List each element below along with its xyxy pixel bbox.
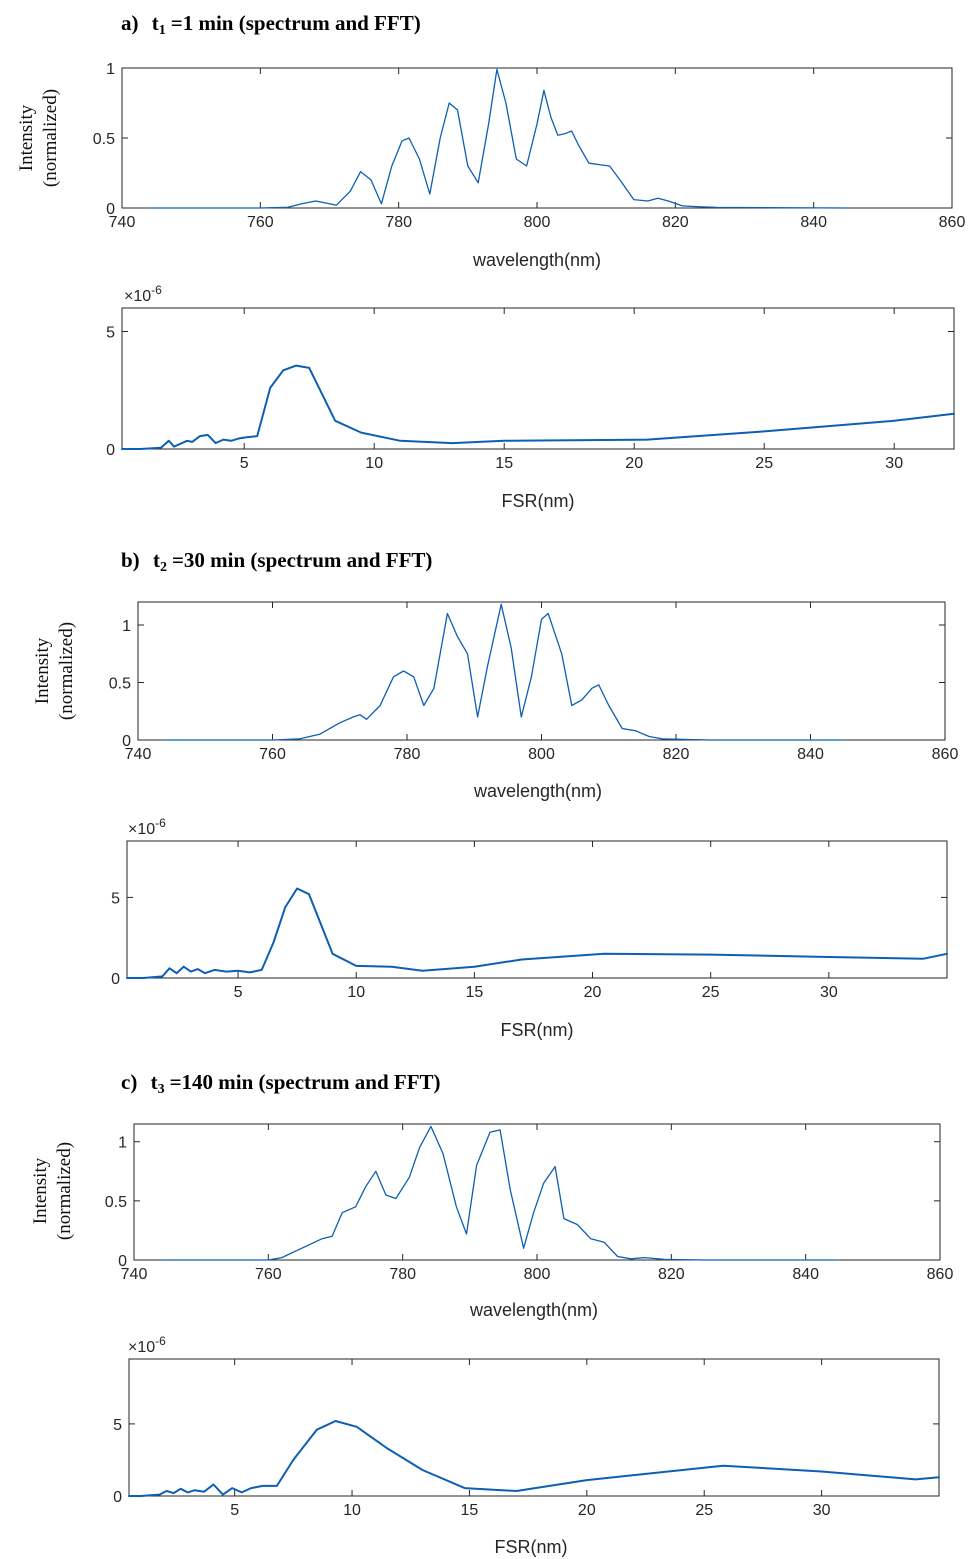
panel-a-fft-xtick-label: 25 <box>755 455 773 472</box>
panel-b-spectrum-ytick-label: 0 <box>122 733 131 750</box>
panel-a-spectrum-xtick-label: 780 <box>385 214 412 231</box>
panel-b-spectrum-xtick-label: 800 <box>528 746 555 763</box>
panel-b-fft-xtick-label: 15 <box>465 984 483 1001</box>
panel-b-spectrum-xtick-label: 860 <box>932 746 959 763</box>
panel-b-spectrum-xlabel: wavelength(nm) <box>473 781 602 801</box>
panel-b-fft: 5 10 15 20 25 30 0 5 ×10-6 FSR(nm) <box>111 816 948 1040</box>
panel-b-spectrum-ytick-label: 0.5 <box>109 676 131 693</box>
panel-a-fft-series <box>121 364 955 450</box>
panel-b-fft-multiplier: ×10-6 <box>128 816 166 838</box>
panel-a-title: a) t1 =1 min (spectrum and FFT) <box>121 11 421 38</box>
panel-c-fft-xtick-label: 5 <box>230 1502 239 1519</box>
panel-a-spectrum-xtick-label: 800 <box>524 214 551 231</box>
panel-a-spectrum-ytick-label: 0.5 <box>93 131 115 148</box>
panel-c-label: c) <box>121 1070 137 1094</box>
panel-b-fft-series <box>126 887 948 979</box>
panel-c-spectrum-series <box>160 1125 840 1261</box>
panel-c-fft-xtick-label: 25 <box>695 1502 713 1519</box>
panel-a-fft-xtick-label: 5 <box>240 455 249 472</box>
panel-c-fft: 5 10 15 20 25 30 0 5 ×10-6 FSR(nm) <box>113 1334 940 1557</box>
panel-a-spectrum-ylabel: Intensity (normalized) <box>16 89 61 187</box>
panel-c-fft-ytick-label: 5 <box>113 1417 122 1434</box>
panel-b-fft-xtick-label: 5 <box>234 984 243 1001</box>
panel-c-spectrum-ytick-label: 0.5 <box>105 1194 127 1211</box>
panel-c-spectrum-ytick-label: 1 <box>118 1135 127 1152</box>
panel-c-spectrum-xtick-label: 840 <box>792 1266 819 1283</box>
panel-c-spectrum-xtick-label: 800 <box>524 1266 551 1283</box>
panel-c-spectrum-xtick-label: 860 <box>927 1266 954 1283</box>
panel-c-fft-xtick-label: 10 <box>343 1502 361 1519</box>
panel-b-fft-ytick-label: 5 <box>111 890 120 907</box>
panel-b-spectrum-xtick-label: 740 <box>125 746 152 763</box>
panel-c-spectrum-ylabel: Intensity (normalized) <box>30 1142 75 1240</box>
panel-b-spectrum-axes <box>137 601 946 741</box>
panel-c-spectrum: 740 760 780 800 820 840 860 0 0.5 1 Intensity (nor… <box>30 1123 954 1320</box>
panel-a-fft-axes <box>121 307 955 450</box>
panel-a-spectrum-xtick-label: 840 <box>800 214 827 231</box>
panel-a-fft: 5 10 15 20 25 30 0 5 ×10-6 FSR(nm) <box>106 283 955 511</box>
panel-a-spectrum-series <box>149 68 849 209</box>
panel-b-fft-xtick-label: 25 <box>702 984 720 1001</box>
panel-b-spectrum-xtick-label: 840 <box>797 746 824 763</box>
panel-b-fft-axes <box>126 840 948 979</box>
panel-b-fft-xlabel: FSR(nm) <box>501 1020 574 1040</box>
panel-a-spectrum-xtick-label: 820 <box>662 214 689 231</box>
panel-c-fft-xtick-label: 20 <box>578 1502 596 1519</box>
panel-c-fft-multiplier: ×10-6 <box>128 1334 166 1356</box>
panel-c-spectrum-xtick-label: 820 <box>658 1266 685 1283</box>
panel-b-fft-xtick-label: 10 <box>347 984 365 1001</box>
panel-c-fft-ytick-label: 0 <box>113 1489 122 1506</box>
panel-c-fft-series <box>128 1420 940 1497</box>
panel-b-spectrum-xtick-label: 760 <box>259 746 286 763</box>
panel-a-fft-xlabel: FSR(nm) <box>502 491 575 511</box>
panel-a-spectrum-axes <box>121 67 953 209</box>
panel-c-fft-xtick-label: 15 <box>461 1502 479 1519</box>
panel-b-title: b) t2 =30 min (spectrum and FFT) <box>121 548 432 575</box>
panel-b-spectrum-ytick-label: 1 <box>122 618 131 635</box>
panel-b-spectrum-xtick-label: 820 <box>663 746 690 763</box>
panel-a-fft-xtick-label: 15 <box>495 455 513 472</box>
panel-a-fft-multiplier: ×10-6 <box>124 283 162 305</box>
panel-c-title: c) t3 =140 min (spectrum and FFT) <box>121 1070 441 1097</box>
panel-c-spectrum-axes <box>133 1123 941 1261</box>
panel-c-fft-axes <box>128 1358 940 1497</box>
panel-c-spectrum-xtick-label: 740 <box>121 1266 148 1283</box>
panel-c-spectrum-xtick-label: 760 <box>255 1266 282 1283</box>
panel-b-fft-xtick-label: 30 <box>820 984 838 1001</box>
panel-b-label: b) <box>121 548 140 572</box>
panel-b-spectrum-xtick-label: 780 <box>394 746 421 763</box>
panel-a-fft-ytick-label: 5 <box>106 325 115 342</box>
panel-a-spectrum-xlabel: wavelength(nm) <box>472 250 601 270</box>
panel-a-fft-xtick-label: 10 <box>365 455 383 472</box>
panel-a-fft-xtick-label: 20 <box>625 455 643 472</box>
panel-b-fft-ytick-label: 0 <box>111 971 120 988</box>
panel-a-spectrum-xtick-label: 760 <box>247 214 274 231</box>
panel-a-spectrum: 740 760 780 800 820 840 860 0 0.5 1 Intensity (nor… <box>16 61 965 270</box>
panel-a-label: a) <box>121 11 139 35</box>
panel-a-spectrum-xtick-label: 740 <box>109 214 136 231</box>
panel-b-spectrum-series <box>164 603 845 741</box>
panel-a-spectrum-ytick-label: 1 <box>106 61 115 78</box>
panel-c-fft-xtick-label: 30 <box>813 1502 831 1519</box>
panel-c-spectrum-xlabel: wavelength(nm) <box>469 1300 598 1320</box>
panel-b-spectrum: 740 760 780 800 820 840 860 0 0.5 1 Intensity (nor… <box>32 601 959 801</box>
panel-b-spectrum-ylabel: Intensity (normalized) <box>32 622 77 720</box>
panel-a-spectrum-xtick-label: 860 <box>939 214 966 231</box>
panel-a-spectrum-ytick-label: 0 <box>106 201 115 218</box>
panel-c-spectrum-ytick-label: 0 <box>118 1253 127 1270</box>
panel-c-spectrum-xtick-label: 780 <box>389 1266 416 1283</box>
panel-c-fft-xlabel: FSR(nm) <box>495 1537 568 1557</box>
panel-a-fft-ytick-label: 0 <box>106 442 115 459</box>
panel-a-fft-xtick-label: 30 <box>885 455 903 472</box>
panel-b-fft-xtick-label: 20 <box>584 984 602 1001</box>
